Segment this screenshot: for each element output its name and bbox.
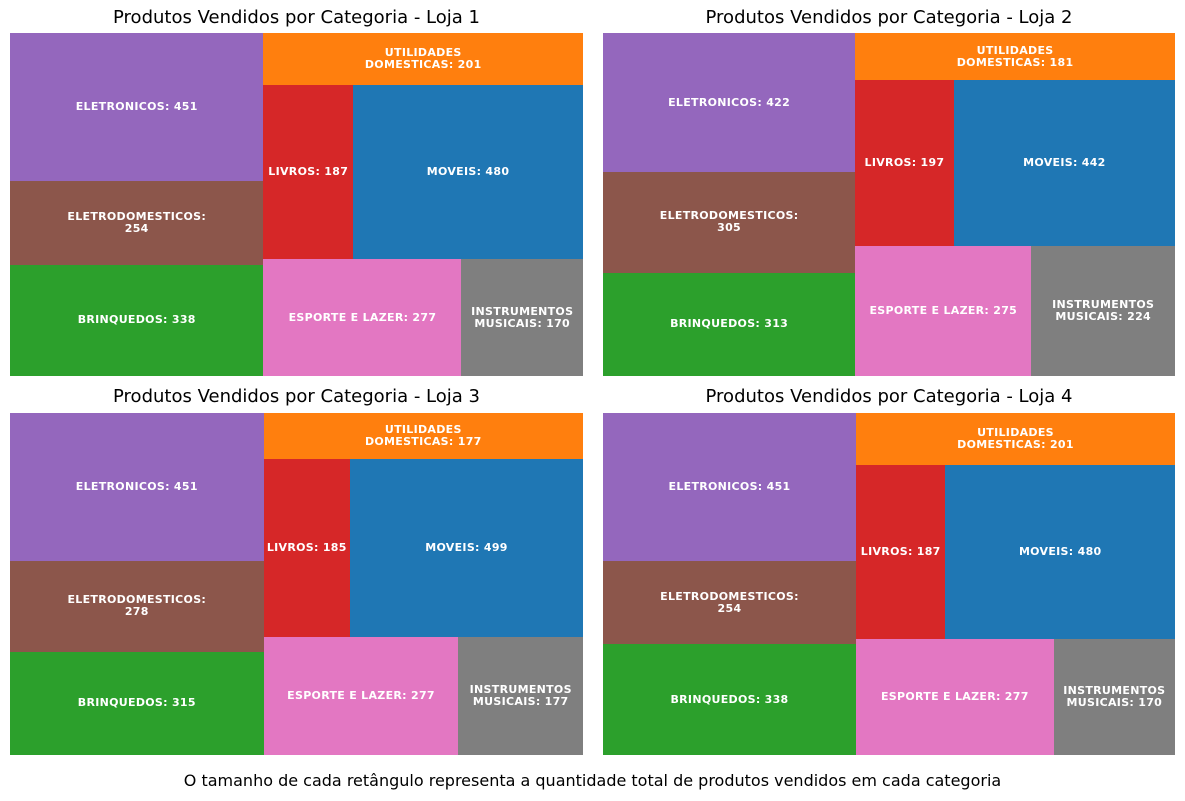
tile-livros: LIVROS: 197 — [855, 80, 954, 247]
tile-utilidades-domesticas: UTILIDADES DOMESTICAS: 201 — [263, 33, 583, 86]
tile-label-livros: LIVROS: 185 — [266, 540, 347, 554]
tile-label-instrumentos-musicais: INSTRUMENTOS MUSICAIS: 170 — [471, 304, 574, 330]
tile-eletronicos: ELETRONICOS: 422 — [603, 33, 856, 173]
tile-label-esporte-e-lazer: ESPORTE E LAZER: 277 — [288, 310, 437, 324]
treemap-loja-1: ELETRONICOS: 451 ELETRODOMESTICOS: 254 BRI… — [10, 33, 583, 376]
chart-title-loja-3: Produtos Vendidos por Categoria - Loja 3 — [113, 386, 480, 407]
tile-esporte-e-lazer: ESPORTE E LAZER: 275 — [855, 246, 1032, 376]
tile-label-esporte-e-lazer: ESPORTE E LAZER: 277 — [287, 688, 435, 702]
tile-livros: LIVROS: 187 — [856, 465, 946, 639]
tile-label-livros: LIVROS: 187 — [860, 545, 941, 558]
tile-label-esporte-e-lazer: ESPORTE E LAZER: 277 — [880, 689, 1029, 703]
tile-brinquedos: BRINQUEDOS: 338 — [603, 644, 856, 755]
tile-label-utilidades-domesticas: UTILIDADES DOMESTICAS: 201 — [957, 426, 1074, 452]
tile-label-eletronicos: ELETRONICOS: 422 — [668, 95, 791, 109]
tile-esporte-e-lazer: ESPORTE E LAZER: 277 — [856, 638, 1054, 755]
tile-label-moveis: MOVEIS: 442 — [1023, 156, 1106, 170]
tile-instrumentos-musicais: INSTRUMENTOS MUSICAIS: 170 — [1053, 638, 1175, 755]
tile-label-brinquedos: BRINQUEDOS: 338 — [670, 692, 789, 706]
tile-eletrodomesticos: ELETRODOMESTICOS: 254 — [10, 181, 264, 265]
tile-moveis: MOVEIS: 442 — [953, 80, 1175, 247]
tile-label-moveis: MOVEIS: 499 — [425, 540, 508, 554]
tile-label-utilidades-domesticas: UTILIDADES DOMESTICAS: 181 — [956, 43, 1074, 69]
tile-instrumentos-musicais: INSTRUMENTOS MUSICAIS: 224 — [1031, 246, 1175, 376]
tile-label-eletrodomesticos: ELETRODOMESTICOS: 254 — [67, 210, 207, 236]
tile-moveis: MOVEIS: 499 — [349, 459, 583, 637]
tile-eletronicos: ELETRONICOS: 451 — [603, 413, 856, 561]
tile-utilidades-domesticas: UTILIDADES DOMESTICAS: 177 — [263, 413, 583, 460]
treemap-loja-4: ELETRONICOS: 451 ELETRODOMESTICOS: 254 BRI… — [603, 413, 1175, 755]
tile-label-eletrodomesticos: ELETRODOMESTICOS: 305 — [659, 209, 799, 235]
tile-eletronicos: ELETRONICOS: 451 — [10, 413, 264, 561]
tile-eletronicos: ELETRONICOS: 451 — [10, 33, 264, 182]
tile-label-brinquedos: BRINQUEDOS: 315 — [77, 696, 196, 710]
tile-label-brinquedos: BRINQUEDOS: 313 — [670, 317, 789, 331]
tile-utilidades-domesticas: UTILIDADES DOMESTICAS: 181 — [855, 33, 1175, 81]
chart-title-loja-1: Produtos Vendidos por Categoria - Loja 1 — [113, 7, 480, 28]
tile-instrumentos-musicais: INSTRUMENTOS MUSICAIS: 170 — [461, 259, 583, 376]
chart-caption: O tamanho de cada retângulo representa a… — [183, 771, 1002, 790]
tile-label-eletronicos: ELETRONICOS: 451 — [75, 100, 198, 114]
tile-brinquedos: BRINQUEDOS: 315 — [10, 651, 264, 755]
tile-label-eletronicos: ELETRONICOS: 451 — [75, 479, 198, 493]
tile-esporte-e-lazer: ESPORTE E LAZER: 277 — [263, 259, 462, 376]
tile-eletrodomesticos: ELETRODOMESTICOS: 278 — [10, 560, 264, 652]
tile-moveis: MOVEIS: 480 — [353, 85, 583, 260]
tile-label-livros: LIVROS: 187 — [268, 165, 349, 179]
tile-label-moveis: MOVEIS: 480 — [1018, 545, 1102, 558]
tile-esporte-e-lazer: ESPORTE E LAZER: 277 — [263, 636, 459, 755]
tile-label-instrumentos-musicais: INSTRUMENTOS MUSICAIS: 224 — [1052, 298, 1155, 324]
tile-label-esporte-e-lazer: ESPORTE E LAZER: 275 — [869, 304, 1018, 318]
chart-title-loja-2: Produtos Vendidos por Categoria - Loja 2 — [705, 7, 1073, 28]
tile-brinquedos: BRINQUEDOS: 313 — [603, 272, 856, 376]
tile-label-livros: LIVROS: 197 — [864, 156, 945, 170]
tile-label-brinquedos: BRINQUEDOS: 338 — [77, 313, 196, 327]
tile-eletrodomesticos: ELETRODOMESTICOS: 254 — [603, 560, 856, 645]
tile-label-eletrodomesticos: ELETRODOMESTICOS: 254 — [660, 589, 799, 615]
tile-label-instrumentos-musicais: INSTRUMENTOS MUSICAIS: 177 — [469, 682, 572, 708]
treemap-loja-2: ELETRONICOS: 422 ELETRODOMESTICOS: 305 BRI… — [603, 33, 1175, 376]
tile-livros: LIVROS: 187 — [263, 85, 354, 260]
tile-utilidades-domesticas: UTILIDADES DOMESTICAS: 201 — [856, 413, 1175, 466]
treemap-loja-3: ELETRONICOS: 451 ELETRODOMESTICOS: 278 BRI… — [10, 413, 583, 755]
tile-moveis: MOVEIS: 480 — [945, 465, 1175, 639]
tile-eletrodomesticos: ELETRODOMESTICOS: 305 — [603, 172, 856, 273]
tile-label-instrumentos-musicais: INSTRUMENTOS MUSICAIS: 170 — [1063, 683, 1166, 709]
tile-brinquedos: BRINQUEDOS: 338 — [10, 264, 264, 376]
tile-label-eletronicos: ELETRONICOS: 451 — [668, 479, 791, 493]
tile-instrumentos-musicais: INSTRUMENTOS MUSICAIS: 177 — [458, 636, 583, 755]
tile-label-moveis: MOVEIS: 480 — [426, 165, 510, 179]
chart-title-loja-4: Produtos Vendidos por Categoria - Loja 4 — [705, 386, 1073, 407]
tile-label-utilidades-domesticas: UTILIDADES DOMESTICAS: 177 — [364, 423, 482, 449]
tile-label-eletrodomesticos: ELETRODOMESTICOS: 278 — [67, 593, 207, 619]
tile-label-utilidades-domesticas: UTILIDADES DOMESTICAS: 201 — [364, 46, 482, 72]
tile-livros: LIVROS: 185 — [263, 459, 350, 637]
